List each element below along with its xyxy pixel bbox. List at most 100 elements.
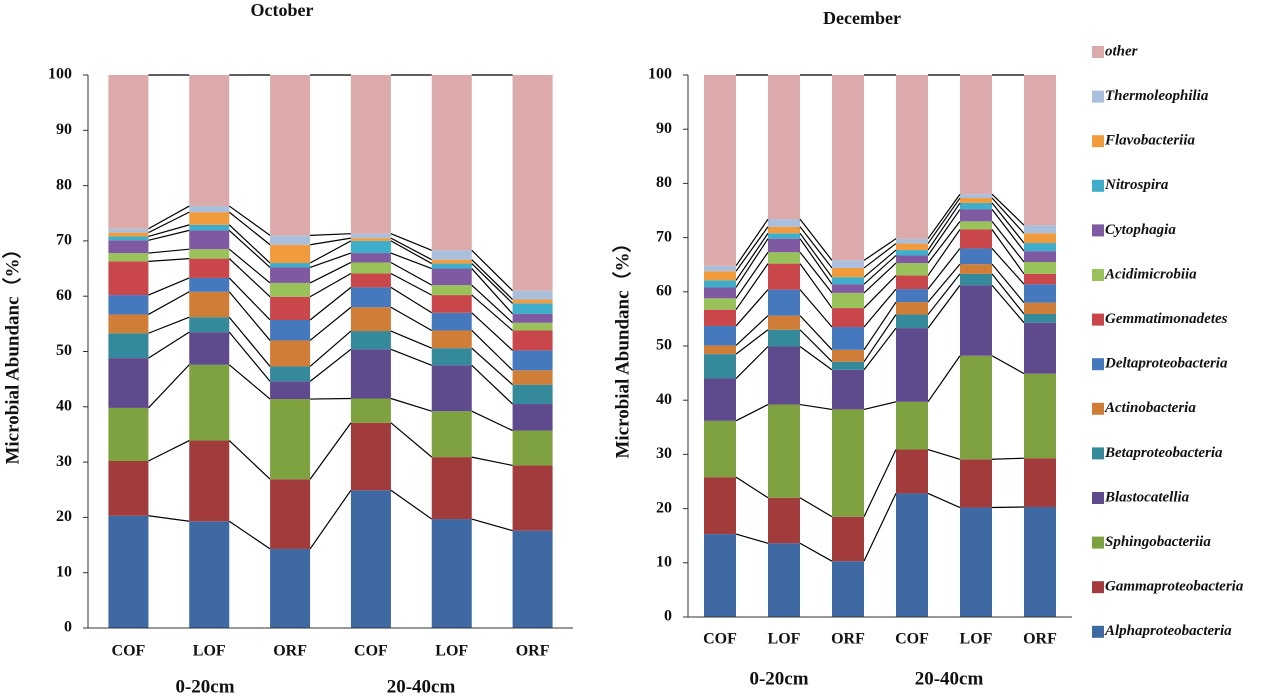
series-connector	[735, 218, 769, 267]
series-connector	[228, 224, 271, 264]
series-connector	[799, 497, 833, 518]
bar-segment	[1024, 284, 1056, 303]
series-connector	[799, 403, 833, 411]
series-connector	[390, 422, 433, 458]
legend-label: Acidimicrobiia	[1104, 266, 1197, 282]
bar-segment	[512, 290, 553, 300]
bar-segment	[704, 287, 736, 299]
series-connector	[927, 284, 961, 329]
bar-segment	[189, 332, 230, 365]
y-axis-label: Microbial Abundanc（%）	[0, 239, 23, 464]
bar-segment	[704, 354, 736, 379]
legend-label: Thermoleophilia	[1105, 88, 1209, 104]
bar-segment	[270, 244, 311, 264]
series-connector	[991, 457, 1025, 460]
bar-segment	[108, 314, 149, 334]
bar-segment	[704, 420, 736, 478]
bar-segment	[431, 263, 472, 269]
series-connector	[799, 289, 833, 328]
series-connector	[471, 330, 514, 371]
bar-segment	[960, 194, 992, 199]
series-connector	[927, 263, 961, 303]
x-tick-label: LOF	[193, 643, 226, 660]
bar-segment	[350, 331, 391, 350]
series-connector	[735, 315, 769, 346]
bar-segment	[350, 490, 391, 628]
bar-segment	[350, 238, 391, 241]
legend-label: Sphingobacteriia	[1105, 534, 1211, 550]
bar-segment	[896, 275, 928, 290]
series-connector	[927, 248, 961, 290]
bar-segment	[189, 317, 230, 333]
series-connector	[390, 252, 432, 270]
bar-segment	[832, 409, 864, 517]
bar-segment	[896, 238, 928, 244]
series-connector	[309, 252, 352, 269]
series-connector	[148, 248, 190, 254]
series-connector	[735, 476, 769, 499]
bar-segment	[431, 268, 472, 286]
series-connector	[390, 240, 433, 265]
series-connector	[309, 240, 352, 264]
series-connector	[471, 364, 513, 405]
bar-segment	[108, 333, 149, 359]
x-tick-label: LOF	[768, 631, 801, 648]
group-label: 0-20cm	[749, 668, 808, 689]
bar-segment	[960, 202, 992, 210]
bar-segment	[189, 249, 230, 259]
legend-swatch	[1092, 313, 1104, 326]
group-label: 20-40cm	[387, 676, 456, 696]
series-connector	[863, 262, 897, 294]
bar-segment	[960, 221, 992, 230]
bar-segment	[512, 322, 553, 331]
bar-segment	[350, 233, 391, 239]
series-connector	[309, 237, 352, 246]
legend-swatch	[1092, 269, 1104, 281]
bar-segment	[768, 497, 800, 544]
series-connector	[799, 542, 833, 562]
series-connector	[799, 329, 833, 363]
bar-segment	[431, 519, 472, 628]
series-connector	[471, 263, 514, 304]
bar-segment	[832, 516, 864, 562]
y-tick-label: 40	[656, 391, 672, 408]
bar-segment	[768, 543, 800, 617]
bar-segment	[896, 401, 928, 450]
bar-segment	[431, 330, 472, 349]
bar-segment	[189, 258, 230, 278]
bar-segment	[512, 370, 553, 385]
bar-segment	[1024, 373, 1056, 459]
series-connector	[991, 220, 1025, 263]
series-connector	[148, 257, 190, 262]
bar-segment	[1024, 322, 1056, 374]
bar-segment	[270, 319, 311, 341]
series-connector	[309, 261, 352, 284]
series-connector	[148, 439, 190, 462]
bar-segment	[896, 314, 928, 329]
series-connector	[863, 493, 897, 562]
x-tick-label: COF	[112, 643, 146, 660]
bar-segment	[108, 460, 149, 516]
bar-segment	[108, 358, 149, 408]
bar-segment	[1024, 251, 1056, 262]
bar-segment	[768, 238, 800, 253]
bar-segment	[431, 259, 472, 264]
series-connector	[309, 273, 352, 298]
series-connector	[991, 248, 1025, 285]
legend-label: Cytophagia	[1105, 222, 1176, 238]
series-connector	[735, 346, 769, 379]
series-connector	[309, 306, 352, 341]
bar-segment	[960, 248, 992, 265]
series-connector	[148, 277, 190, 296]
series-connector	[390, 306, 433, 332]
series-connector	[735, 232, 769, 281]
bar-segment	[768, 75, 800, 220]
series-connector	[927, 448, 961, 460]
bar-segment	[1024, 261, 1056, 274]
series-connector	[148, 211, 190, 234]
y-tick-label: 0	[664, 608, 672, 625]
bar-segment	[431, 411, 472, 458]
y-tick-label: 50	[656, 337, 672, 354]
bar-segment	[512, 299, 553, 304]
bar-segment	[512, 75, 553, 291]
